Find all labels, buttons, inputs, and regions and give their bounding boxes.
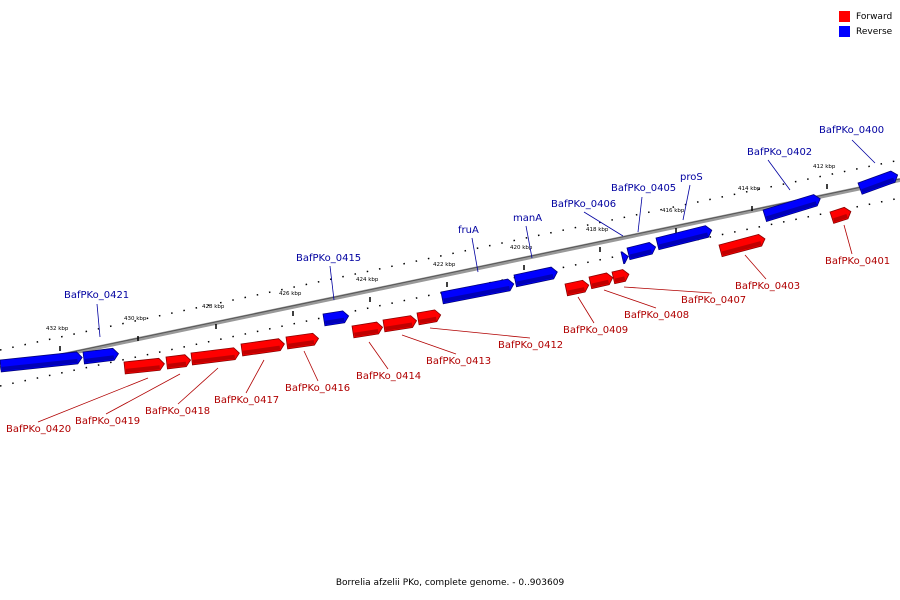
forward-gene-leader-bafpko-0403: [744, 254, 767, 280]
tick-label: 418 kbp: [586, 227, 609, 233]
genome-backbone-line: [0, 178, 900, 368]
reverse-swatch: [839, 26, 850, 37]
reverse-gene-bafpko-0421[interactable]: [82, 347, 119, 365]
forward-gene-leader-bafpko-0413: [401, 334, 457, 355]
forward-gene-bafpko-0416[interactable]: [285, 332, 320, 350]
reverse-gene-bafpko-0402[interactable]: [762, 193, 822, 222]
forward-gene-label-bafpko-0401[interactable]: BafPKo_0401: [825, 256, 890, 267]
reverse-gene-bafpko-0405[interactable]: [626, 241, 657, 261]
tick-label: 428 kbp: [202, 304, 225, 310]
tick-label: 422 kbp: [433, 262, 456, 268]
reverse-gene-leader-mana: [525, 225, 533, 259]
forward-gene-leader-bafpko-0408: [603, 289, 657, 309]
forward-gene-bafpko-0403[interactable]: [718, 233, 767, 258]
forward-gene-label-bafpko-0403[interactable]: BafPKo_0403: [735, 281, 800, 292]
forward-gene-leader-bafpko-0419: [105, 373, 181, 415]
forward-gene-leader-bafpko-0401: [843, 224, 853, 255]
tick-label: 416 kbp: [662, 208, 685, 214]
forward-gene-label-bafpko-0409[interactable]: BafPKo_0409: [563, 325, 628, 336]
genome-backbone: [0, 178, 900, 370]
reverse-gene-pros[interactable]: [655, 224, 713, 251]
forward-gene-label-bafpko-0419[interactable]: BafPKo_0419: [75, 416, 140, 427]
forward-gene-leader-bafpko-0420: [37, 377, 149, 423]
reverse-gene-leader-bafpko-0415: [329, 265, 335, 301]
reverse-gene-leader-pros: [682, 184, 691, 221]
forward-gene-leader-bafpko-0418: [177, 367, 219, 405]
legend-reverse: Reverse: [839, 24, 892, 39]
tick-label: 412 kbp: [813, 164, 836, 170]
reverse-gene-mana[interactable]: [513, 266, 559, 288]
forward-gene-leader-bafpko-0407: [623, 286, 713, 294]
forward-gene-bafpko-0417[interactable]: [240, 338, 285, 357]
reverse-gene-label-bafpko-0400[interactable]: BafPKo_0400: [819, 125, 884, 136]
forward-gene-label-bafpko-0416[interactable]: BafPKo_0416: [285, 383, 350, 394]
forward-gene-leader-bafpko-0414: [368, 341, 389, 370]
forward-gene-leader-bafpko-0409: [577, 296, 595, 324]
reverse-gene-label-bafpko-0421[interactable]: BafPKo_0421: [64, 290, 129, 301]
reverse-gene-bafpko-0415[interactable]: [322, 310, 350, 327]
reverse-gene-segment[interactable]: [0, 351, 83, 373]
reverse-gene-label-bafpko-0406[interactable]: BafPKo_0406: [551, 199, 616, 210]
forward-gene-label-bafpko-0420[interactable]: BafPKo_0420: [6, 424, 71, 435]
reverse-gene-label-mana[interactable]: manA: [513, 213, 542, 224]
forward-gene-bafpko-0401[interactable]: [829, 206, 853, 224]
reverse-gene-leader-bafpko-0406: [583, 211, 624, 237]
forward-gene-bafpko-0407[interactable]: [611, 268, 630, 285]
reverse-gene-bafpko-0400[interactable]: [857, 169, 900, 195]
reverse-gene-label-bafpko-0405[interactable]: BafPKo_0405: [611, 183, 676, 194]
forward-swatch: [839, 11, 850, 22]
reverse-gene-label-bafpko-0415[interactable]: BafPKo_0415: [296, 253, 361, 264]
reverse-gene-bafpko-0406[interactable]: [620, 251, 630, 265]
forward-gene-leader-bafpko-0412: [429, 327, 531, 339]
forward-gene-label-bafpko-0408[interactable]: BafPKo_0408: [624, 310, 689, 321]
forward-gene-leader-bafpko-0417: [245, 359, 265, 394]
reverse-gene-leader-bafpko-0402: [767, 159, 791, 191]
forward-gene-bafpko-0419[interactable]: [165, 354, 192, 370]
reverse-gene-leader-frua: [471, 237, 479, 273]
legend-forward: Forward: [839, 9, 892, 24]
tick-label: 414 kbp: [738, 186, 761, 192]
reverse-gene-leader-bafpko-0405: [637, 196, 643, 233]
forward-gene-label-bafpko-0414[interactable]: BafPKo_0414: [356, 371, 421, 382]
reverse-gene-leader-bafpko-0421: [96, 303, 101, 338]
forward-gene-bafpko-0408[interactable]: [588, 272, 614, 290]
forward-gene-label-bafpko-0407[interactable]: BafPKo_0407: [681, 295, 746, 306]
reverse-gene-label-frua[interactable]: fruA: [458, 225, 479, 236]
reverse-gene-label-bafpko-0402[interactable]: BafPKo_0402: [747, 147, 812, 158]
forward-gene-bafpko-0414[interactable]: [351, 321, 384, 339]
legend-reverse-label: Reverse: [856, 26, 893, 37]
legend: Forward Reverse: [839, 9, 892, 39]
tick-label: 430 kbp: [124, 316, 147, 322]
forward-gene-bafpko-0413[interactable]: [382, 315, 418, 333]
legend-forward-label: Forward: [856, 11, 893, 22]
map-caption: Borrelia afzelii PKo, complete genome. -…: [335, 578, 565, 588]
reverse-gene-frua[interactable]: [440, 278, 515, 305]
forward-gene-bafpko-0409[interactable]: [564, 279, 590, 297]
reverse-gene-label-pros[interactable]: proS: [680, 172, 703, 183]
forward-gene-bafpko-0412[interactable]: [416, 309, 442, 326]
forward-gene-label-bafpko-0418[interactable]: BafPKo_0418: [145, 406, 210, 417]
tick-label: 424 kbp: [356, 277, 379, 283]
forward-gene-bafpko-0418[interactable]: [190, 347, 240, 366]
reverse-gene-leader-bafpko-0400: [851, 139, 876, 164]
forward-gene-label-bafpko-0412[interactable]: BafPKo_0412: [498, 340, 563, 351]
forward-gene-leader-bafpko-0416: [303, 350, 319, 382]
tick-label: 432 kbp: [46, 326, 69, 332]
tick-label: 426 kbp: [279, 291, 302, 297]
forward-gene-bafpko-0420[interactable]: [123, 357, 165, 375]
forward-gene-label-bafpko-0417[interactable]: BafPKo_0417: [214, 395, 279, 406]
forward-gene-label-bafpko-0413[interactable]: BafPKo_0413: [426, 356, 491, 367]
tick-label: 420 kbp: [510, 245, 533, 251]
